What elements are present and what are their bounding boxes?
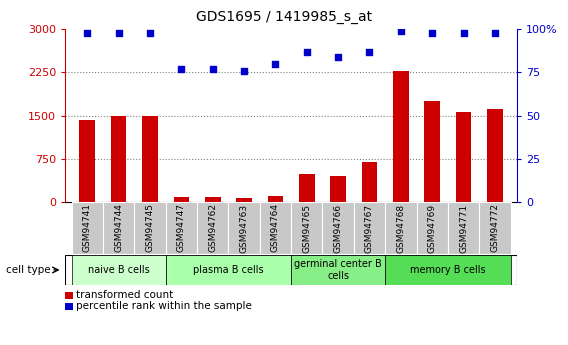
Bar <box>479 202 511 254</box>
Bar <box>456 112 471 202</box>
Bar <box>166 202 197 254</box>
Bar <box>72 255 166 285</box>
Bar <box>111 116 127 202</box>
Text: GSM94745: GSM94745 <box>145 203 154 253</box>
Bar <box>166 255 291 285</box>
Bar <box>385 202 416 254</box>
Bar <box>385 255 511 285</box>
Point <box>177 66 186 72</box>
Bar <box>291 255 385 285</box>
Point <box>145 30 154 36</box>
Bar <box>424 101 440 202</box>
Bar <box>291 202 323 254</box>
Text: GSM94747: GSM94747 <box>177 203 186 253</box>
Bar <box>331 176 346 202</box>
Point <box>365 49 374 55</box>
Text: GSM94766: GSM94766 <box>333 203 343 253</box>
Text: GSM94767: GSM94767 <box>365 203 374 253</box>
Bar <box>268 196 283 202</box>
Text: memory B cells: memory B cells <box>410 265 486 275</box>
Text: cell type: cell type <box>6 265 51 275</box>
Bar <box>142 116 158 202</box>
Point <box>240 68 249 73</box>
Text: percentile rank within the sample: percentile rank within the sample <box>76 302 252 311</box>
Bar <box>134 202 166 254</box>
Bar <box>416 202 448 254</box>
Point <box>302 49 311 55</box>
Bar <box>260 202 291 254</box>
Text: GSM94765: GSM94765 <box>302 203 311 253</box>
Text: GSM94771: GSM94771 <box>459 203 468 253</box>
Point <box>396 28 406 34</box>
Bar <box>72 202 103 254</box>
Bar <box>354 202 385 254</box>
Text: transformed count: transformed count <box>76 290 173 300</box>
Bar <box>173 197 189 202</box>
Text: naive B cells: naive B cells <box>87 265 149 275</box>
Bar <box>228 202 260 254</box>
Point <box>208 66 217 72</box>
Text: GSM94772: GSM94772 <box>490 203 499 253</box>
Bar <box>236 198 252 202</box>
Bar <box>393 71 409 202</box>
Bar <box>80 120 95 202</box>
Point <box>428 30 437 36</box>
Text: germinal center B
cells: germinal center B cells <box>294 259 382 281</box>
Bar <box>205 197 220 202</box>
Text: GSM94744: GSM94744 <box>114 203 123 252</box>
Bar <box>103 202 134 254</box>
Text: GSM94764: GSM94764 <box>271 203 280 253</box>
Bar <box>487 109 503 202</box>
Point <box>83 30 92 36</box>
Text: GSM94741: GSM94741 <box>83 203 92 253</box>
Text: GSM94768: GSM94768 <box>396 203 406 253</box>
Text: plasma B cells: plasma B cells <box>193 265 264 275</box>
Bar <box>448 202 479 254</box>
Point <box>333 54 343 60</box>
Bar <box>362 161 377 202</box>
Bar <box>299 174 315 202</box>
Bar <box>323 202 354 254</box>
Point <box>490 30 499 36</box>
Text: GDS1695 / 1419985_s_at: GDS1695 / 1419985_s_at <box>196 10 372 24</box>
Text: GSM94763: GSM94763 <box>240 203 249 253</box>
Text: GSM94762: GSM94762 <box>208 203 217 253</box>
Point <box>271 61 280 67</box>
Point <box>459 30 468 36</box>
Bar <box>197 202 228 254</box>
Point <box>114 30 123 36</box>
Text: GSM94769: GSM94769 <box>428 203 437 253</box>
